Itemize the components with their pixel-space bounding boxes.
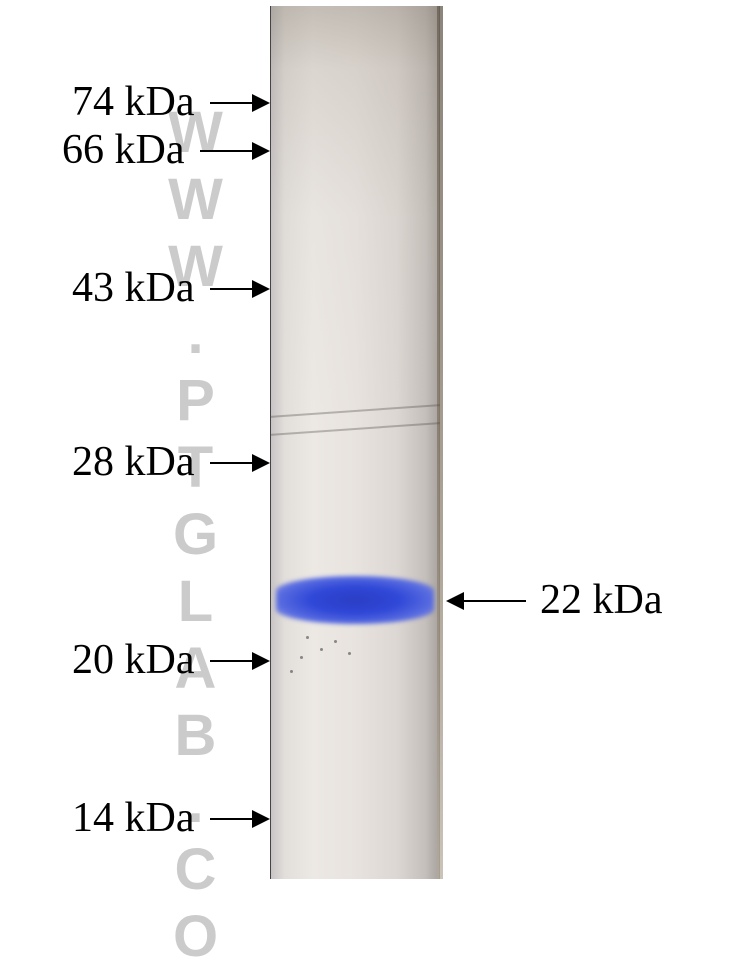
result-arrow-icon bbox=[448, 600, 526, 602]
gel-speck bbox=[334, 640, 337, 643]
result-label: 22 kDa bbox=[540, 576, 662, 624]
protein-band bbox=[276, 576, 434, 624]
marker-label: 66 kDa bbox=[62, 126, 184, 174]
marker-label: 20 kDa bbox=[72, 636, 194, 684]
marker-label: 14 kDa bbox=[72, 794, 194, 842]
marker-label: 74 kDa bbox=[72, 78, 194, 126]
marker-label: 28 kDa bbox=[72, 438, 194, 486]
marker-arrow-icon bbox=[210, 102, 268, 104]
marker-arrow-icon bbox=[210, 818, 268, 820]
marker-arrow-icon bbox=[210, 288, 268, 290]
marker-arrow-icon bbox=[210, 660, 268, 662]
gel-speck bbox=[348, 652, 351, 655]
gel-speck bbox=[290, 670, 293, 673]
marker-label: 43 kDa bbox=[72, 264, 194, 312]
marker-arrow-icon bbox=[200, 150, 268, 152]
lane-top-shade bbox=[271, 6, 439, 426]
gel-speck bbox=[320, 648, 323, 651]
gel-speck bbox=[306, 636, 309, 639]
gel-lane bbox=[270, 6, 440, 879]
gel-speck bbox=[300, 656, 303, 659]
marker-arrow-icon bbox=[210, 462, 268, 464]
